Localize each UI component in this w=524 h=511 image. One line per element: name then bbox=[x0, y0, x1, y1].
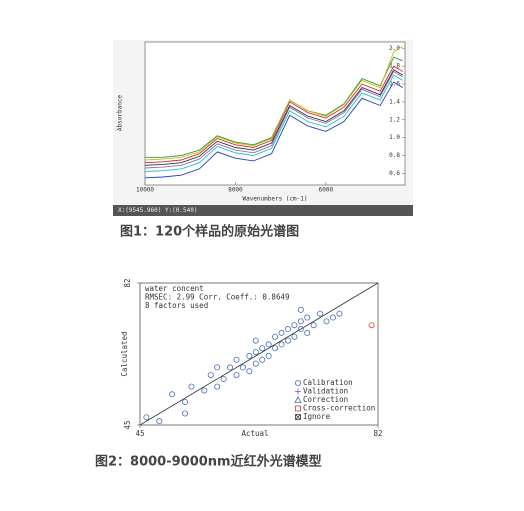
point bbox=[291, 322, 298, 329]
annotation: 8 factors used bbox=[145, 301, 208, 310]
point bbox=[233, 356, 240, 363]
point bbox=[329, 314, 336, 321]
point bbox=[227, 364, 234, 371]
y-tick-label: 1.0 bbox=[389, 134, 400, 141]
x-axis-label: Actual bbox=[241, 429, 268, 438]
legend-marker bbox=[294, 396, 302, 403]
y-tick-label: 2.0 bbox=[389, 45, 400, 52]
point bbox=[220, 375, 227, 382]
point bbox=[239, 364, 246, 371]
point bbox=[259, 345, 266, 352]
point bbox=[182, 398, 189, 405]
point bbox=[272, 345, 279, 352]
point bbox=[252, 349, 259, 356]
x-axis-label: Wavenumbers (cm-1) bbox=[242, 196, 307, 203]
y-tick-label: 0.8 bbox=[389, 152, 400, 159]
point bbox=[214, 383, 221, 390]
point bbox=[284, 337, 291, 344]
legend-label: Ignore bbox=[303, 412, 331, 421]
spectrum-line bbox=[144, 74, 403, 173]
point bbox=[323, 318, 330, 325]
legend-label: Cross-correction bbox=[303, 404, 375, 413]
caption: 图1：120个样品的原始光谱图 bbox=[120, 224, 299, 240]
spectrum-line bbox=[144, 70, 403, 169]
y-tick-label: 1.4 bbox=[389, 98, 400, 105]
point bbox=[246, 352, 253, 359]
y-tick-label: 1.2 bbox=[389, 116, 400, 123]
caption: 图2：8000-9000nm近红外光谱模型 bbox=[95, 454, 322, 470]
annotation: RMSEC: 2.99 Corr. Coeff.: 0.8649 bbox=[145, 293, 290, 302]
point bbox=[278, 329, 285, 336]
point bbox=[201, 387, 208, 394]
point bbox=[336, 310, 343, 317]
y-tick-label: 45 bbox=[123, 420, 132, 429]
x-tick-label: 8000 bbox=[228, 187, 243, 194]
point bbox=[368, 322, 375, 329]
x-tick-label: 10000 bbox=[136, 187, 154, 194]
point bbox=[272, 333, 279, 340]
point bbox=[233, 372, 240, 379]
x-tick-label: 6000 bbox=[319, 187, 334, 194]
point bbox=[156, 418, 163, 425]
legend-label: Calibration bbox=[303, 378, 353, 387]
point bbox=[246, 368, 253, 375]
legend-label: Validation bbox=[303, 387, 348, 396]
spectrum-line bbox=[144, 69, 403, 166]
point bbox=[297, 306, 304, 313]
point bbox=[265, 352, 272, 359]
status-text: X:(9545.960) Y:(0.540) bbox=[118, 207, 197, 214]
legend-label: Correction bbox=[303, 395, 348, 404]
point bbox=[265, 341, 272, 348]
y-axis-label: Calculated bbox=[120, 331, 129, 376]
point bbox=[143, 414, 150, 421]
point bbox=[278, 341, 285, 348]
legend-marker bbox=[294, 379, 301, 386]
point bbox=[317, 310, 324, 317]
x-tick-label: 82 bbox=[373, 429, 382, 438]
point bbox=[182, 410, 189, 417]
point bbox=[214, 364, 221, 371]
point bbox=[188, 383, 195, 390]
legend-marker bbox=[295, 388, 301, 395]
plot-area-1 bbox=[144, 41, 406, 186]
spectrum-line bbox=[144, 65, 403, 164]
point bbox=[304, 329, 311, 336]
legend-marker bbox=[295, 414, 301, 420]
point bbox=[169, 391, 176, 398]
point bbox=[284, 326, 291, 333]
point bbox=[310, 322, 317, 329]
y-tick-label: 0.6 bbox=[389, 170, 400, 177]
y-tick-label: 82 bbox=[123, 278, 132, 287]
spectrum-line bbox=[144, 46, 403, 161]
status-bar bbox=[113, 205, 413, 216]
point bbox=[297, 326, 304, 333]
y-tick-label: 1.6 bbox=[389, 81, 400, 88]
annotation: water concent bbox=[145, 284, 204, 293]
spectrum-line bbox=[144, 81, 403, 179]
x-tick-label: 45 bbox=[135, 429, 144, 438]
point bbox=[252, 337, 259, 344]
point bbox=[252, 360, 259, 367]
point bbox=[259, 356, 266, 363]
y-axis-label: Absorbance bbox=[117, 95, 124, 132]
point bbox=[297, 318, 304, 325]
point bbox=[207, 372, 214, 379]
legend-marker bbox=[295, 405, 301, 412]
point bbox=[291, 333, 298, 340]
point bbox=[304, 314, 311, 321]
y-tick-label: 1.8 bbox=[389, 63, 400, 70]
diagonal-line bbox=[139, 282, 379, 426]
